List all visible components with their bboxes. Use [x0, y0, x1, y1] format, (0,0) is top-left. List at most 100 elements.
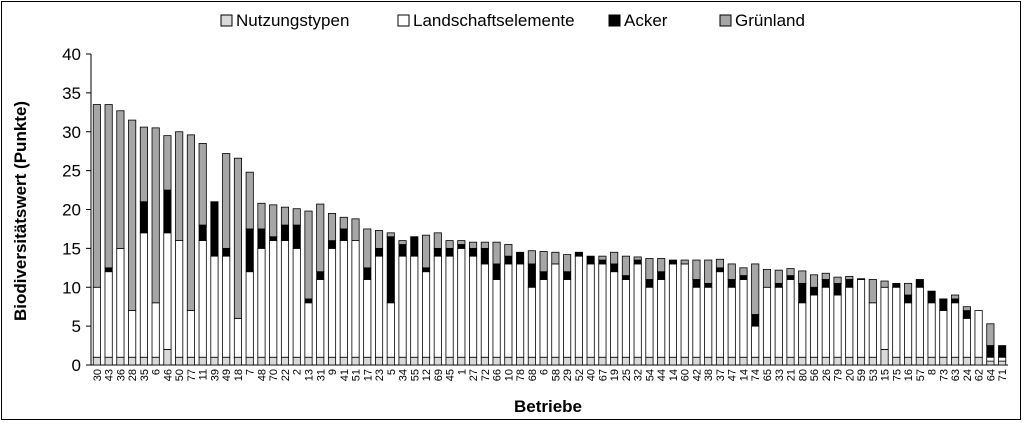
x-tick-label: 31 [315, 369, 327, 381]
bar-segment [962, 306, 971, 311]
bar-segment [480, 263, 489, 358]
bar-segment [986, 323, 995, 346]
bar-segment [116, 356, 125, 366]
legend: Nutzungstypen Landschaftselemente Acker Grü… [220, 11, 805, 30]
x-tick-label: 72 [480, 369, 492, 381]
y-tick-label: 5 [72, 317, 81, 336]
bar-segment [527, 356, 536, 366]
bar-segment [633, 356, 642, 366]
bar-segment [128, 310, 137, 358]
bar-segment [222, 255, 231, 358]
bar-segment [798, 356, 807, 366]
bar-segment [327, 356, 337, 366]
bar-segment [833, 282, 842, 296]
bar-segment [657, 279, 666, 358]
bar-segment [292, 247, 301, 358]
bar-segment [233, 317, 242, 358]
bar-segment [821, 286, 830, 358]
bar-segment [163, 135, 172, 191]
bar-segment [492, 263, 501, 280]
bar-segment [715, 356, 725, 366]
bar-segment [151, 127, 160, 304]
x-tick-label: 56 [809, 369, 821, 381]
x-tick-label: 46 [162, 369, 174, 381]
legend-label: Nutzungstypen [236, 11, 349, 30]
y-tick-label: 20 [62, 201, 81, 220]
bar-segment [739, 356, 748, 366]
x-tick-label: 65 [762, 369, 774, 381]
bar-segment [798, 270, 807, 284]
bar-segment [892, 356, 901, 366]
x-tick-label: 40 [586, 369, 598, 381]
bar-segment [210, 356, 219, 366]
x-tick-label: 35 [139, 369, 151, 381]
bar-segment [151, 302, 160, 358]
bar-segment [175, 240, 184, 358]
bar-segment [845, 286, 854, 358]
bar-segment [704, 259, 713, 284]
x-tick-label: 24 [962, 369, 974, 381]
bar-segment [680, 259, 689, 265]
bar-segment [139, 201, 148, 234]
legend-label: Grünland [735, 11, 805, 30]
x-tick-label: 37 [715, 369, 727, 381]
bar-segment [222, 247, 231, 257]
bar-segment [198, 356, 207, 366]
bar-segment [962, 356, 971, 366]
bar-segment [257, 228, 266, 249]
x-tick-label: 12 [421, 369, 433, 381]
x-tick-label: 64 [985, 369, 997, 381]
legend-swatch [397, 14, 410, 27]
bar-segment [633, 256, 642, 261]
x-tick-label: 8 [927, 369, 939, 375]
bar-segment [339, 216, 348, 230]
bar-segment [680, 263, 689, 358]
bar-segment [374, 255, 384, 358]
bar-segment [233, 356, 242, 366]
x-tick-label: 15 [880, 369, 892, 381]
bar-segment [939, 310, 948, 358]
bar-segment [351, 356, 360, 366]
bar-segment [692, 356, 701, 366]
bar-segment [198, 240, 207, 358]
bar-segment [610, 271, 619, 358]
bar-segment [786, 279, 795, 358]
bar-segment [516, 251, 525, 265]
x-tick-label: 16 [903, 369, 915, 381]
bar-segment [398, 255, 407, 358]
x-tick-label: 59 [856, 369, 868, 381]
bar-segment [433, 255, 442, 358]
bar-segment [762, 356, 772, 366]
bar-segment [386, 302, 395, 358]
bar-segment [139, 232, 148, 358]
bar-segment [374, 230, 384, 249]
bar-segment [386, 232, 395, 238]
bar-segment [469, 247, 478, 257]
bar-segment [457, 356, 466, 366]
bar-segment [363, 228, 372, 269]
bar-segment [422, 271, 431, 358]
bar-segment [563, 254, 572, 273]
x-tick-label: 78 [515, 369, 527, 381]
bar-segment [563, 271, 572, 280]
bar-segment [951, 294, 960, 300]
x-tick-label: 6 [539, 369, 551, 375]
bar-segment [269, 356, 278, 366]
bar-segment [327, 212, 337, 241]
bar-segment [586, 263, 595, 358]
bar-segment [433, 232, 442, 249]
x-tick-label: 6 [151, 369, 163, 375]
bar-segment [727, 286, 736, 358]
bar-segment [539, 251, 548, 273]
bar-segment [868, 302, 877, 358]
x-tick-label: 42 [691, 369, 703, 381]
bar-segment [374, 247, 384, 257]
bar-segment [621, 279, 630, 358]
bar-segment [598, 263, 607, 358]
bar-segment [539, 356, 548, 366]
bar-segment [962, 317, 971, 358]
x-tick-label: 71 [997, 369, 1009, 381]
bar-segment [339, 228, 348, 242]
bar-segment [633, 259, 642, 265]
x-tick-label: 67 [597, 369, 609, 381]
